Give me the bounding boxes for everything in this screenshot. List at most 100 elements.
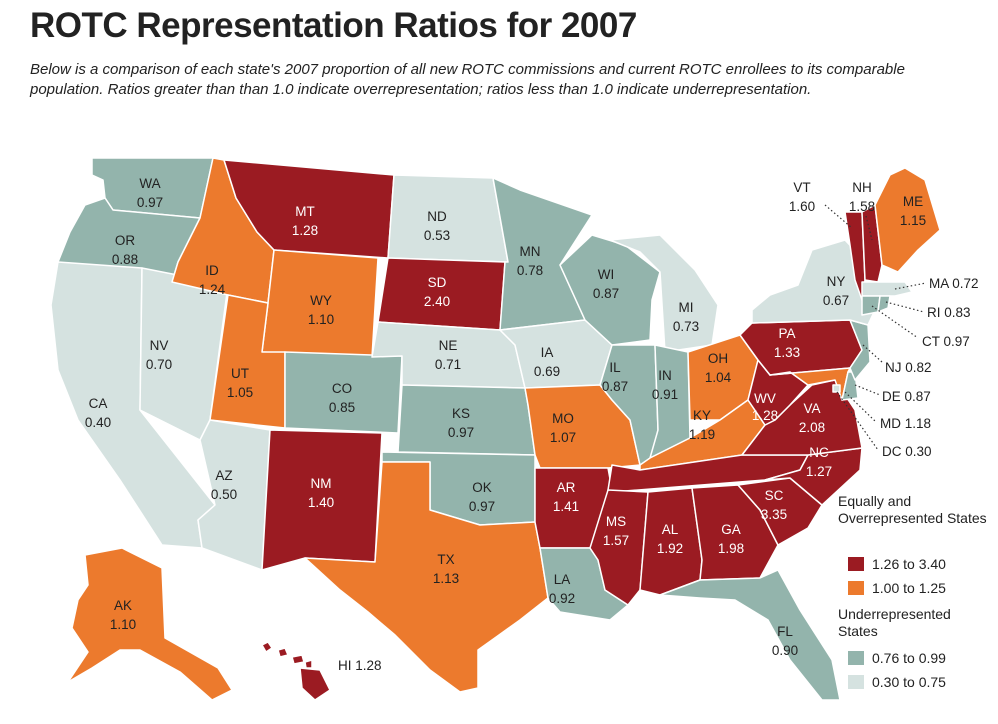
label-value: 0.87	[602, 379, 628, 394]
state-NC[interactable]	[764, 447, 863, 506]
label-abbr: IL	[609, 360, 621, 375]
label-value: 0.40	[85, 415, 111, 430]
label-OK: OK 0.97	[469, 480, 495, 514]
callout-DE: DE 0.87	[854, 384, 931, 404]
label-WV: WV 1.28	[752, 391, 778, 423]
label-OR: OR 0.88	[112, 233, 138, 267]
label-abbr: MN	[520, 244, 541, 259]
legend-item-low: 0.76 to 0.99	[848, 650, 946, 666]
label-VA: VA 2.08	[799, 401, 825, 435]
label-abbr: VA	[803, 401, 820, 416]
legend-label: 1.00 to 1.25	[872, 580, 946, 596]
label-abbr: NY	[827, 274, 846, 289]
label-abbr: AL	[662, 522, 679, 537]
label-value: 0.87	[593, 286, 619, 301]
state-ME[interactable]	[874, 167, 941, 273]
label-UT: UT 1.05	[227, 366, 253, 400]
label-abbr: GA	[721, 522, 741, 537]
leader-line	[854, 384, 881, 396]
label-PA: PA 1.33	[774, 326, 800, 360]
callout-HI: HI 1.28	[338, 658, 382, 673]
label-NY: NY 0.67	[823, 274, 849, 308]
legend-swatch	[848, 557, 864, 571]
state-DC[interactable]	[832, 384, 841, 393]
label-abbr: AK	[114, 598, 132, 613]
label-value: 2.08	[799, 420, 825, 435]
callout-VT-value: 1.60	[789, 199, 815, 214]
label-value: 1.24	[199, 282, 226, 297]
leader-line	[871, 305, 919, 339]
label-KY: KY 1.19	[689, 408, 715, 442]
label-WI: WI 0.87	[593, 267, 619, 301]
label-FL: FL 0.90	[772, 624, 798, 658]
label-LA: LA 0.92	[549, 572, 575, 606]
label-value: 0.70	[146, 357, 172, 372]
label-value: 0.91	[652, 387, 678, 402]
label-NE: NE 0.71	[435, 338, 461, 372]
label-value: 2.40	[424, 294, 450, 309]
label-KS: KS 0.97	[448, 406, 474, 440]
label-value: 0.97	[469, 499, 495, 514]
label-abbr: MI	[679, 300, 694, 315]
label-MO: MO 1.07	[550, 411, 576, 445]
label-abbr: ID	[205, 263, 219, 278]
legend-label: 1.26 to 3.40	[872, 556, 946, 572]
callout-DC-text: DC 0.30	[882, 444, 932, 459]
label-value: 1.07	[550, 430, 576, 445]
label-value: 0.69	[534, 364, 560, 379]
label-SD: SD 2.40	[424, 275, 450, 309]
leader-line	[894, 282, 927, 290]
callout-MA-text: MA 0.72	[929, 276, 979, 291]
state-MA[interactable]	[861, 281, 913, 297]
state-FL[interactable]	[659, 569, 841, 701]
label-abbr: IA	[541, 345, 554, 360]
label-value: 1.92	[657, 541, 683, 556]
label-value: 0.78	[517, 263, 543, 278]
label-value: 1.04	[705, 370, 732, 385]
state-ND[interactable]	[387, 174, 509, 263]
label-abbr: AR	[557, 480, 576, 495]
leader-line	[865, 215, 873, 241]
legend-over-heading: Equally and Overrepresented States	[838, 493, 987, 526]
label-abbr: TX	[437, 552, 454, 567]
label-value: 0.50	[211, 487, 237, 502]
label-CO: CO 0.85	[329, 381, 355, 415]
label-value: 1.05	[227, 385, 253, 400]
state-HI[interactable]	[261, 641, 331, 701]
legend-item-lowest: 0.30 to 0.75	[848, 674, 946, 690]
state-AK[interactable]	[67, 547, 233, 701]
state-WI[interactable]	[559, 234, 661, 346]
callout-NH: NH 1.58	[849, 180, 875, 241]
label-NC: NC 1.27	[806, 445, 832, 479]
label-SC: SC 3.35	[761, 488, 787, 522]
label-value: 1.10	[308, 312, 334, 327]
callout-VT-abbr: VT	[793, 180, 810, 195]
label-abbr: NV	[150, 338, 169, 353]
label-ME: ME 1.15	[900, 194, 926, 228]
legend-item-high: 1.26 to 3.40	[848, 556, 946, 572]
label-ND: ND 0.53	[424, 209, 450, 243]
label-abbr: AZ	[215, 468, 232, 483]
label-value: 0.71	[435, 357, 461, 372]
state-CO[interactable]	[284, 351, 403, 434]
callout-NJ-text: NJ 0.82	[885, 360, 932, 375]
label-value: 1.10	[110, 617, 136, 632]
label-value: 0.90	[772, 643, 798, 658]
label-AR: AR 1.41	[553, 480, 579, 514]
label-value: 0.88	[112, 252, 138, 267]
state-RI[interactable]	[877, 295, 891, 313]
callout-RI: RI 0.83	[885, 301, 971, 320]
label-abbr: WY	[310, 293, 332, 308]
label-abbr: IN	[658, 368, 672, 383]
callout-MD: MD 1.18	[844, 391, 931, 431]
state-TX[interactable]	[304, 461, 549, 693]
label-MS: MS 1.57	[603, 514, 629, 548]
label-abbr: MT	[295, 204, 315, 219]
label-abbr: SC	[765, 488, 784, 503]
label-value: 1.41	[553, 499, 579, 514]
leader-line	[885, 301, 925, 313]
label-NV: NV 0.70	[146, 338, 172, 372]
label-abbr: OR	[115, 233, 136, 248]
label-AL: AL 1.92	[657, 522, 683, 556]
label-value: 0.73	[673, 319, 699, 334]
